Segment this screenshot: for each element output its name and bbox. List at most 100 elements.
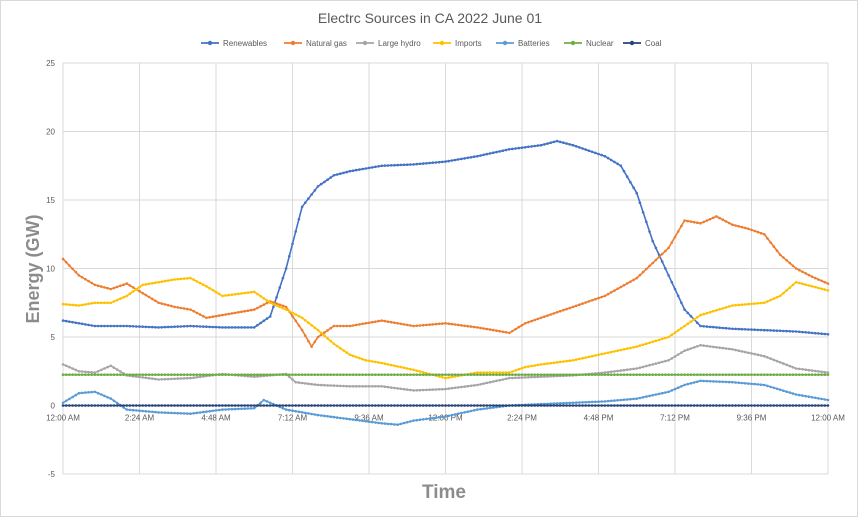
data-point [192,404,195,407]
data-point [303,404,307,407]
data-point [804,368,807,372]
data-point [613,350,616,353]
data-point [361,404,364,407]
data-point [348,324,352,328]
data-point [686,382,690,386]
data-point [775,404,779,407]
data-point [147,325,151,329]
data-point [163,411,167,414]
data-point [278,305,282,309]
data-point [654,362,658,365]
data-point [794,404,798,407]
data-point [766,329,769,332]
data-point [291,373,294,377]
data-point [794,373,798,377]
data-point [727,221,731,225]
data-point [176,325,180,328]
data-point [275,304,278,307]
x-tick-labels: 12:00 AM 2:24 AM 4:48 AM 7:12 AM 9:36 AM 12:0… [46,414,845,423]
data-point [664,359,667,363]
data-point [233,326,237,329]
data-point [272,373,275,377]
data-point [179,404,183,407]
data-point [511,404,514,407]
data-point [405,420,409,424]
data-point [708,373,712,377]
data-point [313,340,317,344]
x-tick-label: 12:00 AM [46,414,80,423]
data-point [581,404,584,407]
data-point [405,404,409,407]
data-point [112,373,116,377]
data-point [348,404,352,407]
data-point [396,373,400,377]
data-point [826,373,830,377]
data-point [339,324,342,328]
data-point [664,267,667,270]
data-point [272,302,275,306]
data-point [501,404,505,407]
data-point [166,373,170,377]
data-point [625,404,629,407]
data-point [409,420,412,423]
data-point [361,322,364,326]
data-point [370,320,374,324]
data-point [587,404,591,407]
data-point [348,385,352,388]
data-point [514,369,517,372]
data-point [632,186,635,189]
data-point [189,276,192,280]
data-point [747,227,750,231]
data-point [683,308,686,311]
data-point [265,404,269,407]
data-point [233,311,237,315]
data-point [817,373,820,377]
data-point [823,398,827,401]
data-point [571,143,575,147]
data-point [326,404,329,407]
data-point [316,328,320,332]
data-point [753,328,756,332]
data-point [335,384,339,388]
data-point [603,294,607,298]
data-point [523,322,527,325]
data-point [441,322,444,325]
data-point [444,404,447,407]
data-point [77,404,81,407]
data-point [182,325,186,328]
legend-marker [629,40,635,46]
data-point [300,373,304,377]
data-point [460,411,463,415]
data-point [724,347,728,350]
data-point [696,345,699,348]
legend-label: Large hydro [378,39,421,48]
data-point [90,390,93,394]
data-point [182,277,186,280]
data-point [689,320,693,324]
data-point [705,379,709,383]
data-point [807,373,811,377]
data-point [217,408,221,412]
data-point [208,410,211,413]
data-point [507,404,511,407]
data-point [708,325,712,329]
data-point [205,404,208,407]
data-point [68,320,71,324]
data-point [456,158,460,161]
data-point [319,182,323,186]
data-point [437,416,441,419]
data-point [441,376,444,379]
data-point [390,363,393,367]
data-point [514,376,517,380]
data-point [727,380,731,384]
data-point [801,394,804,397]
data-point [712,373,715,377]
data-point [157,301,160,305]
data-point [256,375,259,378]
data-point [740,303,744,307]
data-point [804,394,807,398]
series-nuclear [61,373,830,377]
data-point [437,373,441,377]
data-point [370,404,374,407]
data-point [96,324,100,328]
